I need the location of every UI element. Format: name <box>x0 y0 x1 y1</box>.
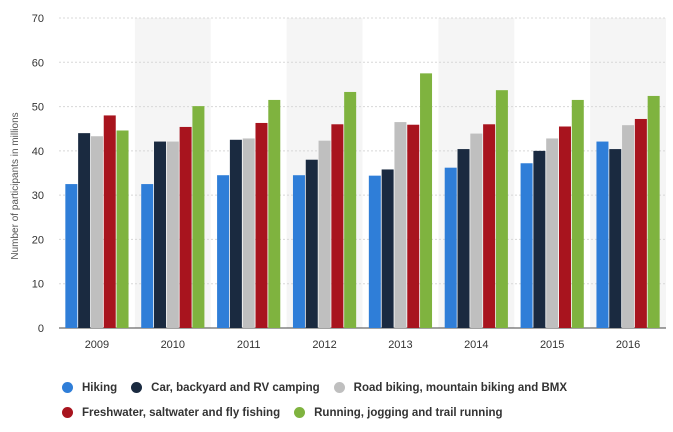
bar[interactable] <box>179 126 192 328</box>
bar[interactable] <box>457 149 470 328</box>
legend-marker <box>131 382 143 393</box>
bar-chart: 0 10 20 30 40 50 60 70 2009 2010 2011 2012 2013 2014… <box>10 13 666 351</box>
legend-label: Freshwater, saltwater and fly fishing <box>82 406 281 419</box>
bar[interactable] <box>116 130 129 328</box>
legend-marker <box>294 407 306 418</box>
bar[interactable] <box>78 133 91 328</box>
bar[interactable] <box>622 125 635 329</box>
y-tick-label: 10 <box>32 279 44 291</box>
y-tick-label: 50 <box>32 102 44 114</box>
bar[interactable] <box>546 138 559 328</box>
x-tick-label: 2012 <box>312 339 336 351</box>
legend-item-running[interactable]: Running, jogging and trail running <box>294 406 503 419</box>
bar[interactable] <box>394 122 407 328</box>
legend-marker <box>62 382 73 393</box>
y-tick-label: 40 <box>32 146 44 158</box>
bar[interactable] <box>318 140 331 328</box>
bar[interactable] <box>596 141 609 328</box>
bar[interactable] <box>229 139 242 328</box>
x-tick-label: 2016 <box>616 339 640 351</box>
bar[interactable] <box>103 115 116 328</box>
bar[interactable] <box>331 124 344 329</box>
legend-row-2: Freshwater, saltwater and fly fishing Ru… <box>62 400 662 425</box>
bar[interactable] <box>166 141 179 328</box>
bar[interactable] <box>305 159 318 328</box>
legend-item-biking[interactable]: Road biking, mountain biking and BMX <box>333 381 568 394</box>
x-tick-label: 2013 <box>388 339 412 351</box>
bars <box>65 73 660 329</box>
bar[interactable] <box>192 106 205 328</box>
legend-item-camping[interactable]: Car, backyard and RV camping <box>131 382 320 394</box>
y-axis-tick-labels: 0 10 20 30 40 50 60 70 <box>32 13 44 335</box>
legend-label: Car, backyard and RV camping <box>151 381 320 394</box>
bar[interactable] <box>65 184 78 328</box>
bar[interactable] <box>292 175 305 328</box>
bar[interactable] <box>609 149 622 328</box>
bar[interactable] <box>444 167 457 328</box>
bar[interactable] <box>368 175 381 328</box>
x-tick-label: 2009 <box>85 339 109 351</box>
bar[interactable] <box>242 138 255 328</box>
y-tick-label: 0 <box>38 323 44 335</box>
legend-label: Road biking, mountain biking and BMX <box>353 381 568 394</box>
bar[interactable] <box>571 99 584 328</box>
legend-label: Hiking <box>82 381 118 394</box>
bar[interactable] <box>255 122 268 328</box>
bar[interactable] <box>217 175 230 328</box>
bar[interactable] <box>90 136 103 328</box>
bar[interactable] <box>647 95 660 328</box>
y-tick-label: 70 <box>32 13 44 25</box>
legend-marker <box>62 407 73 418</box>
y-tick-label: 60 <box>32 57 44 69</box>
y-tick-label: 30 <box>32 190 44 202</box>
bar[interactable] <box>520 163 533 328</box>
y-tick-label: 20 <box>32 234 44 246</box>
x-tick-label: 2014 <box>464 339 488 351</box>
x-tick-label: 2015 <box>540 339 564 351</box>
bar[interactable] <box>634 118 647 328</box>
legend-item-hiking[interactable]: Hiking <box>62 382 117 394</box>
bar[interactable] <box>483 124 496 329</box>
y-axis-title: Number of participants in millions <box>10 112 21 259</box>
x-tick-label: 2010 <box>161 339 185 351</box>
bar[interactable] <box>268 99 281 328</box>
bar[interactable] <box>470 133 483 328</box>
bar[interactable] <box>141 184 154 328</box>
legend-item-fishing[interactable]: Freshwater, saltwater and fly fishing <box>62 407 280 419</box>
legend: Hiking Car, backyard and RV camping Road… <box>62 375 662 425</box>
bar[interactable] <box>533 150 546 328</box>
x-axis-tick-labels: 2009 2010 2011 2012 2013 2014 2015 2016 <box>85 339 641 351</box>
bar[interactable] <box>407 124 420 328</box>
bar[interactable] <box>154 141 167 328</box>
legend-row-1: Hiking Car, backyard and RV camping Road… <box>62 375 662 400</box>
bar[interactable] <box>495 90 508 328</box>
bar[interactable] <box>558 126 571 329</box>
bar[interactable] <box>381 169 394 328</box>
x-tick-label: 2011 <box>237 339 261 351</box>
legend-label: Running, jogging and trail running <box>314 406 503 419</box>
legend-marker <box>333 382 345 393</box>
bar[interactable] <box>344 91 357 328</box>
bar[interactable] <box>420 73 433 328</box>
